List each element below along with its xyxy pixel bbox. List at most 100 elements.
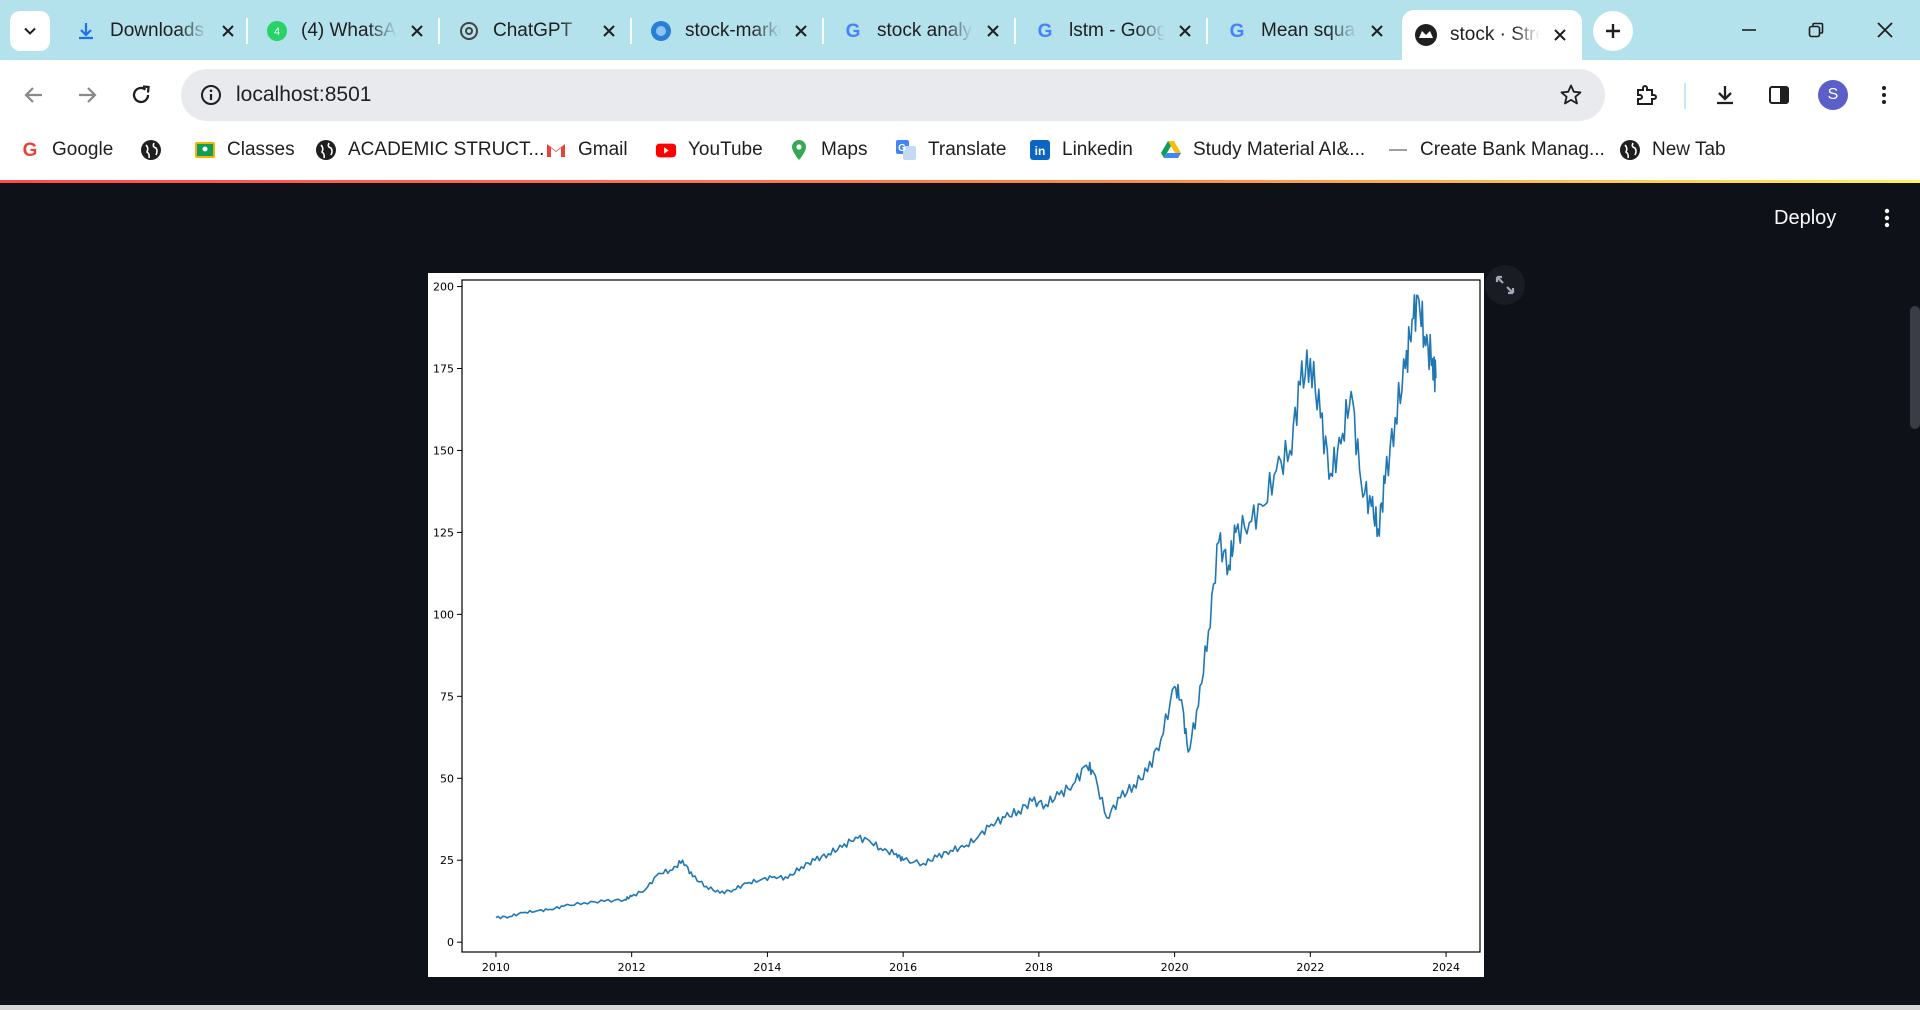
scrollbar-thumb[interactable] (1910, 306, 1920, 429)
profile-avatar[interactable]: S (1818, 80, 1848, 110)
tab-title: stock-market (685, 20, 781, 41)
streamlit-community-icon (649, 19, 673, 43)
tab-mean-squared[interactable]: G Mean squared (1213, 10, 1399, 52)
tab-stock-analysis[interactable]: G stock analysis (829, 10, 1015, 52)
close-window-button[interactable] (1860, 10, 1910, 50)
bookmark-label: YouTube (688, 139, 763, 160)
y-tick-label: 75 (440, 690, 454, 703)
main-menu-button[interactable] (1870, 201, 1904, 235)
google-icon: G (19, 139, 41, 161)
x-tick-label: 2022 (1296, 961, 1324, 974)
minimize-button[interactable] (1724, 10, 1774, 50)
chrome-menu-button[interactable] (1864, 75, 1904, 115)
gmail-icon (545, 139, 567, 161)
restore-icon (1808, 22, 1824, 38)
tab-whatsapp[interactable]: 4 (4) WhatsApp (253, 10, 439, 52)
url-text[interactable]: localhost:8501 (236, 83, 372, 106)
drive-icon (1160, 139, 1182, 161)
close-icon[interactable] (789, 19, 813, 43)
tab-lstm[interactable]: G lstm - Google (1021, 10, 1207, 52)
back-button[interactable] (14, 75, 54, 115)
side-panel-button[interactable] (1759, 75, 1799, 115)
y-tick-label: 25 (440, 854, 454, 867)
arrow-left-icon (24, 87, 42, 103)
close-icon[interactable] (216, 19, 240, 43)
tab-separator (1014, 18, 1016, 44)
translate-icon: G (895, 139, 917, 161)
star-icon (1560, 84, 1582, 105)
bookmark-label: Study Material AI&... (1193, 139, 1366, 160)
close-icon[interactable] (597, 19, 621, 43)
close-icon[interactable] (405, 19, 429, 43)
arrow-right-icon (79, 87, 97, 103)
bookmarks-bar: G Google Classes ACADEMIC STRUCT... Gmai… (0, 130, 1920, 180)
bookmark-new-tab[interactable]: New Tab (1619, 130, 1726, 170)
tab-stock-streamlit[interactable]: stock · Streamlit (1402, 10, 1582, 60)
globe-icon (1619, 139, 1641, 161)
bookmark-linkedin[interactable]: in Linkedin (1029, 130, 1133, 170)
fullscreen-button[interactable] (1485, 265, 1525, 305)
new-tab-button[interactable] (1593, 11, 1633, 51)
classroom-icon (194, 139, 216, 161)
tab-title: (4) WhatsApp (301, 20, 397, 41)
download-icon (1717, 86, 1733, 105)
tab-title: lstm - Google (1069, 20, 1165, 41)
bookmark-maps[interactable]: Maps (788, 130, 867, 170)
reload-button[interactable] (121, 75, 161, 115)
y-tick-label: 0 (447, 936, 454, 949)
bookmark-label: Maps (821, 139, 868, 160)
bookmark-academic-structure[interactable]: ACADEMIC STRUCT... (315, 130, 544, 170)
globe-icon (315, 139, 337, 161)
y-tick-label: 125 (433, 526, 454, 539)
bookmark-label: Create Bank Manag... (1420, 139, 1605, 160)
close-icon[interactable] (1173, 19, 1197, 43)
close-icon (1877, 22, 1893, 38)
bookmark-label: Google (52, 139, 114, 160)
y-tick-label: 200 (433, 281, 454, 294)
tab-title: stock analysis (877, 20, 973, 41)
extensions-button[interactable] (1626, 75, 1666, 115)
tab-title: stock · Streamlit (1450, 24, 1540, 45)
y-tick-label: 175 (433, 363, 454, 376)
bookmark-youtube[interactable]: YouTube (655, 130, 763, 170)
bookmark-translate[interactable]: G Translate (895, 130, 1007, 170)
tab-separator (1206, 18, 1208, 44)
close-icon[interactable] (1548, 23, 1572, 47)
google-icon: G (1225, 19, 1249, 43)
puzzle-icon (1637, 85, 1657, 105)
tab-downloads[interactable]: Downloads (62, 10, 250, 52)
downloads-button[interactable] (1705, 75, 1745, 115)
x-tick-label: 2012 (618, 961, 646, 974)
bookmark-label: Linkedin (1062, 139, 1133, 160)
tab-title: ChatGPT (493, 20, 573, 41)
toolbar-divider (1684, 83, 1686, 109)
bookmark-classes[interactable]: Classes (194, 130, 295, 170)
restore-button[interactable] (1791, 10, 1841, 50)
tab-separator (630, 18, 632, 44)
close-icon[interactable] (1365, 19, 1389, 43)
tab-chatgpt[interactable]: ChatGPT (445, 10, 631, 52)
forward-button[interactable] (67, 75, 107, 115)
bookmark-star-button[interactable] (1555, 79, 1587, 111)
plot-area (461, 279, 1481, 953)
tab-search-button[interactable] (10, 11, 50, 51)
svg-text:4: 4 (274, 26, 280, 38)
bookmark-study-material[interactable]: Study Material AI&... (1160, 130, 1365, 170)
address-bar[interactable]: localhost:8501 (181, 69, 1605, 121)
svg-text:G: G (1230, 21, 1245, 42)
bookmark-create-bank[interactable]: Create Bank Manag... (1387, 130, 1605, 170)
x-tick-label: 2020 (1161, 961, 1189, 974)
google-icon: G (1033, 19, 1057, 43)
deploy-button[interactable]: Deploy (1774, 207, 1837, 229)
info-icon (201, 85, 221, 105)
expand-icon (1495, 275, 1515, 295)
close-icon[interactable] (981, 19, 1005, 43)
site-info-button[interactable] (191, 75, 231, 115)
bookmark-google[interactable]: G Google (19, 130, 114, 170)
bookmark-gmail[interactable]: Gmail (545, 130, 628, 170)
dash-icon (1387, 139, 1409, 161)
tab-stock-market[interactable]: stock-market (637, 10, 823, 52)
tab-strip: Downloads 4 (4) WhatsApp ChatGPT stock-m… (0, 0, 1920, 60)
globe-icon (140, 139, 162, 161)
bookmark-globe[interactable] (140, 130, 173, 170)
